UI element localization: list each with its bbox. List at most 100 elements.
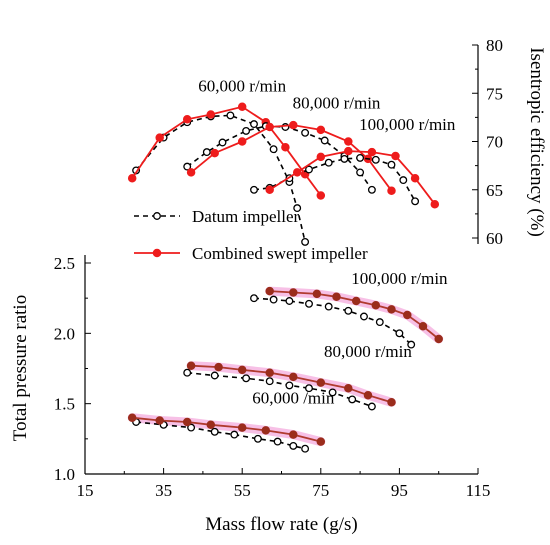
- data-point: [253, 434, 262, 443]
- data-point: [320, 136, 329, 145]
- x-tick-label: 115: [466, 481, 491, 500]
- data-point: [250, 185, 258, 194]
- data-point: [305, 299, 313, 308]
- right-y-tick-label: 70: [486, 133, 503, 152]
- data-point: [340, 154, 349, 163]
- right-y-tick-label: 60: [486, 229, 503, 248]
- data-point: [430, 199, 440, 209]
- data-point: [301, 128, 310, 137]
- data-point: [289, 288, 298, 297]
- right-y-tick-label: 65: [486, 181, 503, 200]
- data-point: [273, 437, 282, 446]
- data-point: [230, 430, 239, 439]
- data-point: [237, 423, 247, 432]
- data-point: [387, 305, 396, 314]
- data-point: [375, 318, 384, 327]
- data-point: [371, 300, 381, 310]
- data-point: [127, 173, 137, 183]
- data-point: [250, 294, 258, 303]
- x-tick-label: 55: [234, 481, 251, 500]
- data-point: [316, 125, 326, 135]
- data-point: [285, 381, 294, 390]
- right-y-tick-label: 80: [486, 36, 503, 55]
- data-point: [226, 111, 235, 120]
- data-point: [269, 295, 278, 304]
- data-point: [344, 306, 353, 315]
- data-point: [242, 374, 251, 383]
- data-point: [324, 302, 333, 311]
- data-point: [351, 296, 361, 306]
- x-axis-title: Mass flow rate (g/s): [205, 514, 358, 535]
- data-point: [187, 423, 196, 432]
- data-point: [403, 310, 412, 320]
- speed-annotation: 80,000 r/min: [293, 94, 381, 113]
- x-tick-label: 15: [77, 481, 94, 500]
- right-y-tick-label: 75: [486, 84, 503, 103]
- data-point: [367, 402, 376, 411]
- data-point: [206, 110, 216, 119]
- data-point: [292, 168, 302, 177]
- data-point: [371, 155, 380, 164]
- data-point: [367, 185, 376, 194]
- series-line: [269, 290, 440, 340]
- data-point: [265, 185, 274, 195]
- speed-annotation: 100,000 r/min: [351, 269, 448, 288]
- data-point: [305, 384, 313, 393]
- data-point: [360, 312, 368, 321]
- x-tick-label: 35: [155, 481, 172, 500]
- data-point: [210, 371, 219, 380]
- data-point: [316, 191, 326, 200]
- data-point: [242, 126, 251, 135]
- data-point: [344, 137, 353, 146]
- data-point: [348, 395, 357, 404]
- data-point: [363, 390, 373, 400]
- glow-layer: [127, 286, 444, 447]
- data-point: [293, 204, 302, 213]
- legend-label: Datum impeller: [192, 207, 300, 226]
- data-point: [269, 145, 278, 154]
- series-line: [132, 416, 322, 443]
- legend-marker: [152, 248, 162, 258]
- data-point: [324, 158, 333, 167]
- data-point: [316, 437, 326, 446]
- data-point: [356, 168, 365, 177]
- data-point: [182, 115, 192, 124]
- data-point: [186, 168, 196, 177]
- data-point: [127, 413, 137, 422]
- data-point: [265, 122, 274, 132]
- series-layer: [127, 102, 443, 453]
- data-point: [183, 368, 192, 377]
- text-layer: 15 35 55 75 95 115 1.0 1.5 2.0 2.5 60 65 70 75 80 Mass …: [10, 36, 547, 535]
- data-point: [237, 102, 247, 112]
- data-point: [301, 237, 310, 246]
- data-point: [305, 165, 313, 174]
- right-y-axis-title: Isentropic efficiency (%): [526, 47, 547, 237]
- data-point: [281, 143, 290, 152]
- data-point: [332, 292, 341, 302]
- left-y-tick-label: 1.5: [54, 395, 75, 414]
- x-tick-label: 75: [312, 481, 329, 500]
- data-point: [410, 173, 420, 183]
- legend-label: Combined swept impeller: [192, 244, 368, 263]
- data-point: [387, 398, 396, 407]
- axes-layer: [84, 44, 479, 475]
- series-line: [269, 150, 436, 205]
- data-point: [418, 322, 428, 331]
- data-point: [316, 378, 326, 387]
- data-point: [391, 151, 400, 161]
- series-line: [253, 297, 412, 346]
- data-point: [261, 426, 271, 435]
- data-point: [250, 120, 258, 129]
- data-point: [218, 138, 227, 147]
- left-y-tick-label: 1.0: [54, 465, 75, 484]
- data-point: [155, 416, 164, 425]
- data-point: [399, 176, 408, 185]
- data-point: [344, 383, 353, 393]
- data-point: [210, 148, 219, 158]
- data-point: [265, 286, 274, 296]
- legend-marker: [153, 212, 161, 220]
- left-y-axis-title: Total pressure ratio: [10, 295, 31, 441]
- data-point: [183, 162, 192, 171]
- data-point: [407, 340, 416, 349]
- data-point: [387, 186, 396, 195]
